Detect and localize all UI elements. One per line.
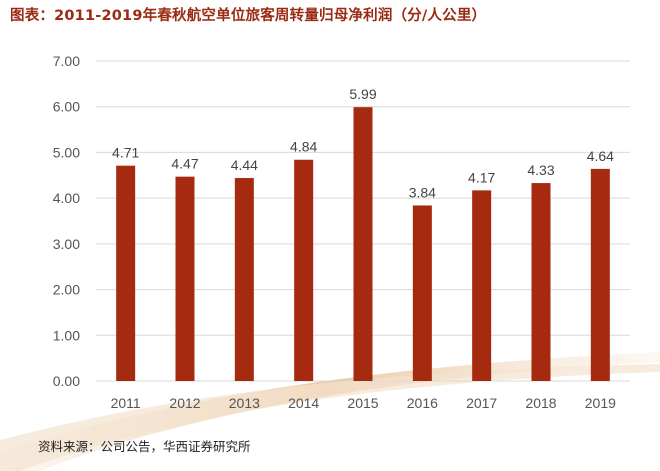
source-note: 资料来源：公司公告，华西证券研究所 [38, 439, 251, 454]
y-tick-label: 0.00 [53, 373, 80, 389]
bar-2019 [590, 168, 610, 381]
bar-2018 [531, 183, 551, 381]
x-tick-label-2015: 2015 [347, 395, 378, 411]
x-tick-label-2017: 2017 [466, 395, 497, 411]
y-tick-label: 3.00 [53, 236, 80, 252]
x-tick-label-2013: 2013 [229, 395, 260, 411]
chart-title: 图表：2011-2019年春秋航空单位旅客周转量归母净利润（分/人公里） [10, 8, 487, 24]
bar-2016 [412, 205, 432, 381]
x-tick-label-2011: 2011 [111, 395, 141, 411]
y-tick-label: 6.00 [53, 99, 80, 115]
data-label-2017: 4.17 [468, 169, 495, 185]
data-label-2012: 4.47 [171, 156, 198, 172]
data-label-2018: 4.33 [527, 162, 554, 178]
y-tick-label: 4.00 [53, 190, 80, 206]
bar-2012 [175, 176, 195, 381]
y-tick-label: 5.00 [53, 144, 80, 160]
data-label-2015: 5.99 [349, 86, 376, 102]
x-tick-label-2016: 2016 [407, 395, 438, 411]
bar-2013 [234, 178, 254, 381]
bar-2017 [472, 190, 492, 381]
x-tick-label-2019: 2019 [585, 395, 616, 411]
data-label-2016: 3.84 [409, 184, 436, 200]
x-tick-label-2012: 2012 [169, 395, 200, 411]
data-label-2011: 4.71 [112, 145, 139, 161]
x-tick-label-2018: 2018 [525, 395, 556, 411]
y-tick-label: 7.00 [53, 53, 80, 69]
bar-2014 [294, 159, 314, 381]
y-tick-label: 2.00 [53, 282, 80, 298]
data-label-2014: 4.84 [290, 139, 317, 155]
bar-2015 [353, 107, 373, 382]
data-label-2019: 4.64 [587, 148, 614, 164]
x-tick-label-2014: 2014 [288, 395, 319, 411]
data-label-2013: 4.44 [231, 157, 258, 173]
bar-2011 [116, 165, 136, 381]
y-tick-label: 1.00 [53, 327, 80, 343]
